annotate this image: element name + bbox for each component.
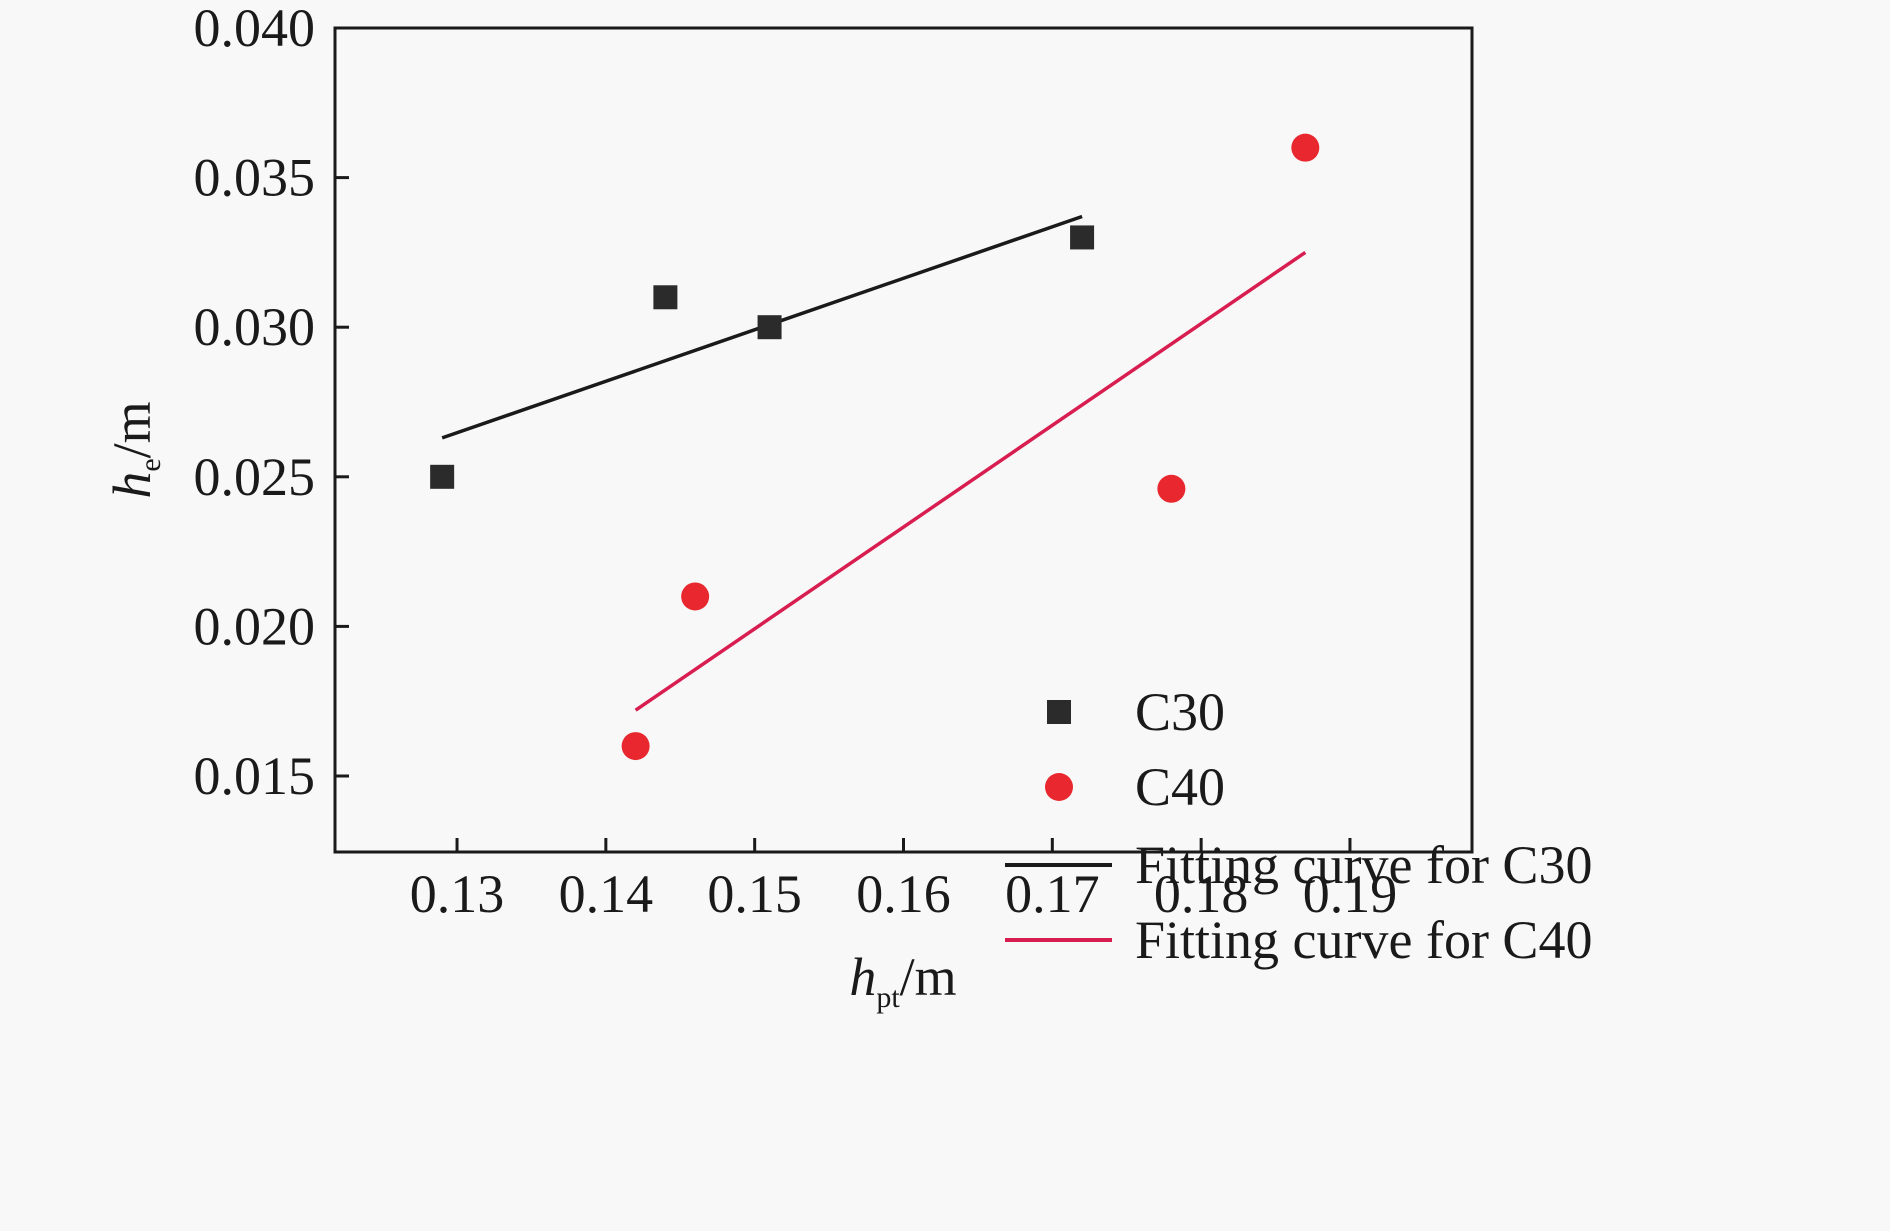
x-tick-label: 0.16	[856, 864, 951, 924]
fitting-curve-for-c40-line	[634, 250, 1307, 712]
data-points	[430, 133, 1320, 761]
legend-item-fitting-curve-for-c30: Fitting curve for C30	[1005, 835, 1592, 895]
c30-point	[757, 315, 782, 340]
y-axis-title-main: h	[102, 472, 162, 499]
y-axis-title-unit: /m	[102, 401, 162, 458]
legend-circle-marker	[1045, 773, 1073, 801]
x-tick-label: 0.17	[1005, 864, 1100, 924]
legend-item-fitting-curve-for-c40: Fitting curve for C40	[1005, 910, 1592, 970]
x-axis-title-sub: pt	[876, 981, 900, 1014]
c30-point	[653, 285, 678, 310]
x-tick-label: 0.15	[707, 864, 802, 924]
y-tick-label: 0.030	[194, 297, 316, 357]
y-axis-ticks: 0.015 0.020 0.025 0.030 0.035 0.040	[194, 0, 349, 806]
y-tick-label: 0.025	[194, 447, 316, 507]
legend-label: C30	[1135, 682, 1225, 742]
legend-label: C40	[1135, 757, 1225, 817]
c30-point	[1070, 225, 1095, 250]
x-tick-label: 0.19	[1303, 864, 1398, 924]
c30-point	[430, 464, 455, 489]
legend-item-c30: C30	[1047, 682, 1225, 742]
c40-point	[621, 732, 650, 761]
legend-square-marker	[1047, 700, 1071, 724]
legend-label: Fitting curve for C40	[1135, 910, 1592, 970]
fit-lines	[441, 214, 1307, 712]
c40-point	[1291, 133, 1320, 162]
c40-point	[681, 582, 710, 611]
legend-label: Fitting curve for C30	[1135, 835, 1592, 895]
x-axis-title-main: h	[849, 947, 876, 1007]
y-tick-label: 0.035	[194, 148, 316, 208]
y-tick-label: 0.020	[194, 596, 316, 656]
x-axis-title: hpt/m	[849, 947, 956, 1014]
y-tick-label: 0.040	[194, 0, 316, 58]
x-tick-label: 0.14	[559, 864, 654, 924]
c40-point	[1157, 474, 1186, 503]
x-axis-ticks: 0.13 0.14 0.15 0.16 0.17 0.18 0.19	[410, 838, 1397, 924]
y-axis-title: he/m	[102, 401, 167, 498]
y-axis-title-sub: e	[134, 458, 167, 471]
x-axis-title-unit: /m	[900, 947, 957, 1007]
x-tick-label: 0.13	[410, 864, 505, 924]
legend-item-c40: C40	[1045, 757, 1225, 817]
legend: C30 C40 Fitting curve for C30 Fitting curve…	[1005, 682, 1592, 970]
y-tick-label: 0.015	[194, 746, 316, 806]
x-tick-label: 0.18	[1154, 864, 1249, 924]
